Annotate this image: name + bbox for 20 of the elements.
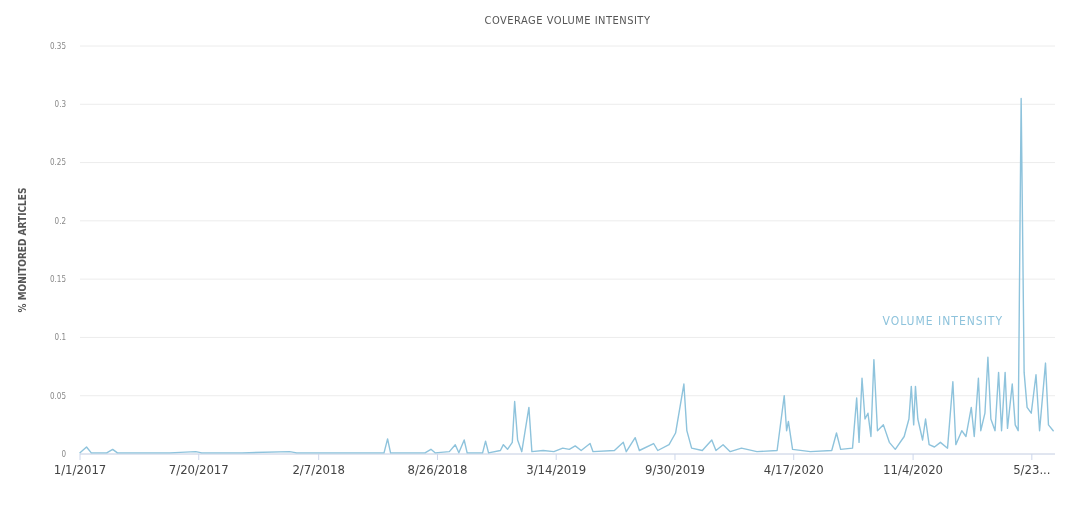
x-tick-label: 3/14/2019 [526, 462, 587, 477]
x-tick-label: 2/7/2018 [292, 462, 345, 477]
x-tick-label: 4/17/2020 [763, 462, 824, 477]
x-tick-label: 11/4/2020 [883, 462, 944, 477]
y-tick-label: 0.1 [54, 333, 66, 343]
y-tick-label: 0.3 [54, 100, 66, 110]
y-axis-title: % MONITORED ARTICLES [17, 187, 28, 313]
chart-title: COVERAGE VOLUME INTENSITY [484, 14, 651, 27]
x-tick-label: 8/26/2018 [407, 462, 468, 477]
y-tick-label: 0.35 [49, 41, 66, 51]
x-tick-label: 7/20/2017 [168, 462, 229, 477]
y-tick-label: 0.05 [49, 391, 66, 401]
x-tick-label: 5/23... [1013, 462, 1051, 477]
y-tick-label: 0 [61, 449, 67, 459]
y-tick-label: 0.15 [49, 274, 66, 284]
y-tick-label: 0.25 [49, 158, 66, 168]
series-label: VOLUME INTENSITY [882, 314, 1003, 329]
x-tick-label: 1/1/2017 [53, 462, 107, 477]
x-tick-label: 9/30/2019 [644, 462, 705, 477]
y-tick-label: 0.2 [54, 216, 66, 226]
